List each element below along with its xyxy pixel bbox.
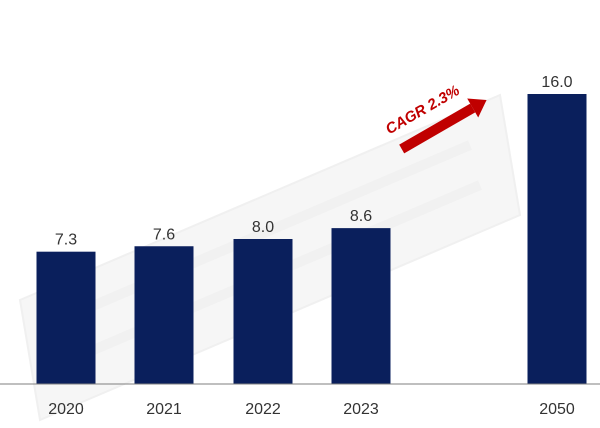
bar-2023 [331, 228, 391, 384]
data-label-2021: 7.6 [153, 226, 175, 243]
bar-2050 [527, 94, 587, 384]
data-label-2022: 8.0 [252, 219, 274, 236]
data-labels-layer: 7.3 7.6 8.0 8.6 16.0 [55, 74, 573, 249]
bar-2022 [233, 239, 293, 384]
data-label-2023: 8.6 [350, 208, 372, 225]
bar-2021 [134, 246, 194, 384]
x-tick-label-2023: 2023 [343, 401, 379, 418]
x-tick-labels-layer: 2020 2021 2022 2023 2050 [48, 401, 575, 418]
data-label-2050: 16.0 [541, 74, 572, 91]
x-tick-label-2050: 2050 [539, 401, 575, 418]
x-tick-label-2022: 2022 [245, 401, 281, 418]
data-label-2020: 7.3 [55, 232, 77, 249]
bar-2020 [36, 251, 96, 384]
x-tick-label-2020: 2020 [48, 401, 84, 418]
x-tick-label-2021: 2021 [146, 401, 182, 418]
bars-layer [36, 94, 587, 384]
